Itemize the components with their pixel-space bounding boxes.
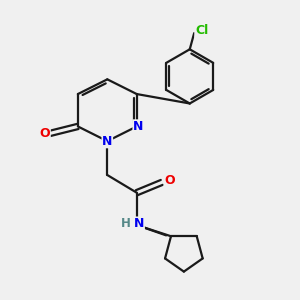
Text: N: N [134, 217, 144, 230]
Text: H: H [121, 217, 130, 230]
Text: N: N [133, 120, 143, 133]
Text: O: O [164, 174, 175, 188]
Text: O: O [40, 127, 50, 140]
Text: Cl: Cl [195, 24, 208, 37]
Text: N: N [102, 135, 112, 148]
